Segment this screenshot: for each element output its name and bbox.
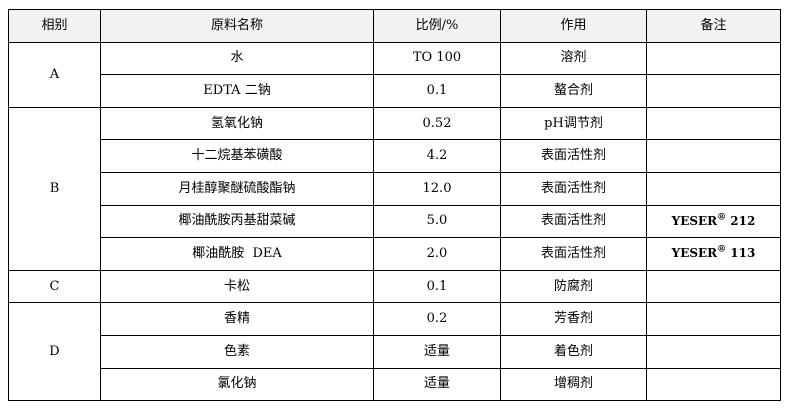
ingredient-name: 水 [100,41,374,76]
ingredient-function: 表面活性剂 [500,139,647,173]
ingredient-name: 氢氧化钠 [100,106,374,141]
ingredient-function: pH调节剂 [500,106,647,141]
ingredient-function: 表面活性剂 [500,204,647,239]
group-label-c: C [8,269,101,304]
ingredient-note [646,302,781,336]
ingredient-function: 防腐剂 [500,269,647,304]
header-note: 备注 [646,9,781,43]
group-label-a: A [8,41,101,108]
ingredient-ratio: 0.1 [373,74,501,108]
table-row: C 卡松 0.1 防腐剂 [8,269,781,304]
ingredient-ratio: 适量 [373,367,501,402]
header-row: 相别 原料名称 比例/% 作用 备注 [8,9,781,43]
ingredient-ratio: 0.52 [373,106,501,141]
ingredient-name: 椰油酰胺 DEA [100,237,374,271]
header-ratio: 比例/% [373,9,501,43]
ingredient-note: YESER® 113 [646,237,781,271]
ingredient-note [646,41,781,76]
ingredient-note [646,106,781,141]
note-brand: YESER [671,246,718,261]
ingredient-function: 芳香剂 [500,302,647,336]
ingredient-note [646,139,781,173]
ingredient-name: 月桂醇聚醚硫酸酯钠 [100,171,374,206]
group-label-d: D [8,302,101,402]
ingredient-ratio: 2.0 [373,237,501,271]
header-group: 相别 [8,9,101,43]
ingredient-name: 卡松 [100,269,374,304]
ingredient-name: 香精 [100,302,374,336]
ingredient-note [646,74,781,108]
formula-table: 相别 原料名称 比例/% 作用 备注 A 水 TO 100 溶剂 EDTA 二钠… [8,9,781,402]
ingredient-ratio: 5.0 [373,204,501,239]
ingredient-note: YESER® 212 [646,204,781,239]
header-function: 作用 [500,9,647,43]
ingredient-ratio: 0.1 [373,269,501,304]
table-row: 色素 适量 着色剂 [9,334,781,369]
ingredient-ratio: TO 100 [373,41,501,76]
table-row: 椰油酰胺 DEA 2.0 表面活性剂 YESER® 113 [9,237,781,271]
ingredient-name: EDTA 二钠 [100,74,374,108]
table-row: B 氢氧化钠 0.52 pH调节剂 [8,106,781,271]
ingredient-note [646,367,781,402]
ingredient-name: 色素 [100,334,374,369]
group-label-b: B [8,106,101,271]
ingredient-name: 椰油酰胺丙基甜菜碱 [100,204,374,239]
ingredient-function: 着色剂 [500,334,647,369]
table-row: 椰油酰胺丙基甜菜碱 5.0 表面活性剂 YESER® 212 [9,204,781,239]
header-name: 原料名称 [100,9,374,43]
note-code: 212 [726,213,756,228]
table-row: 月桂醇聚醚硫酸酯钠 12.0 表面活性剂 [9,171,781,206]
ingredient-ratio: 4.2 [373,139,501,173]
ingredient-function: 溶剂 [500,41,647,76]
ingredient-function: 螯合剂 [500,74,647,108]
ingredient-function: 表面活性剂 [500,237,647,271]
ingredient-note [646,334,781,369]
registered-mark: ® [717,245,727,256]
ingredient-function: 表面活性剂 [500,171,647,206]
ingredient-ratio: 适量 [373,334,501,369]
note-code: 113 [726,246,756,261]
ingredient-note [646,171,781,206]
table-row: 氯化钠 适量 增稠剂 [9,367,781,402]
table-row: A 水 TO 100 溶剂 [8,41,781,108]
table-row: EDTA 二钠 0.1 螯合剂 [9,74,781,108]
ingredient-name: 十二烷基苯磺酸 [100,139,374,173]
ingredient-name: 氯化钠 [100,367,374,402]
table-row: D 香精 0.2 芳香剂 [8,302,781,402]
registered-mark: ® [717,212,727,223]
ingredient-ratio: 0.2 [373,302,501,336]
ingredient-ratio: 12.0 [373,171,501,206]
ingredient-note [646,269,781,304]
ingredient-function: 增稠剂 [500,367,647,402]
table-row: 十二烷基苯磺酸 4.2 表面活性剂 [9,139,781,173]
note-brand: YESER [671,213,718,228]
